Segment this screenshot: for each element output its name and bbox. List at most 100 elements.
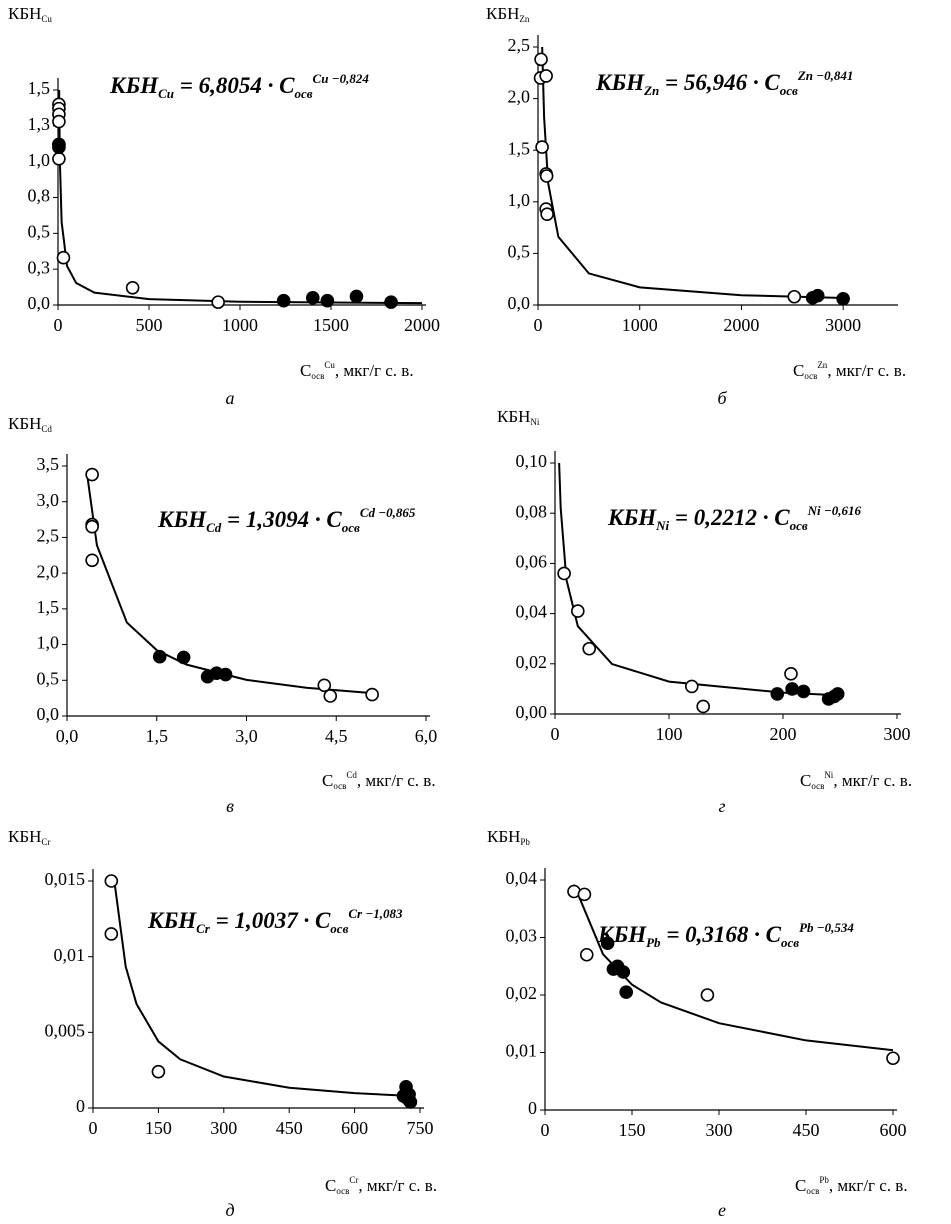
x-tick-label: 1000 — [222, 315, 258, 335]
y-tick-label: 1,5 — [508, 138, 531, 158]
point — [582, 641, 597, 656]
point — [600, 936, 615, 951]
point — [616, 965, 631, 979]
equation-part: КБН — [157, 507, 207, 532]
point — [402, 1087, 416, 1102]
x-axis-label-part: C — [795, 1176, 806, 1195]
point — [349, 289, 364, 304]
y-axis-label-part: Zn — [519, 14, 529, 24]
point — [577, 887, 592, 902]
x-axis-label: CосвCu, мкг/г с. в. — [300, 360, 414, 381]
x-axis-label: CосвNi, мкг/г с. в. — [800, 770, 912, 791]
y-tick-label: 3,5 — [37, 454, 60, 474]
x-axis-label-part: осв — [333, 781, 346, 791]
y-axis-label-part: КБН — [486, 4, 519, 23]
equation-part: Cu — [313, 71, 329, 86]
equation-part: −0,534 — [814, 920, 855, 935]
x-tick-label: 0 — [534, 315, 543, 335]
point — [305, 291, 320, 305]
panel-label: г — [718, 796, 725, 816]
y-axis-label: КБНZn — [486, 4, 530, 24]
point — [570, 604, 585, 618]
x-axis-label-part: осв — [336, 1186, 349, 1196]
point — [539, 169, 554, 183]
equation-part: Cr — [348, 906, 363, 921]
point — [696, 699, 711, 714]
point — [784, 667, 798, 681]
x-axis-label: CосвZn, мкг/г с. в. — [793, 360, 906, 381]
x-axis-label: CосвCd, мкг/г с. в. — [322, 770, 436, 791]
y-tick-label: 0,015 — [45, 869, 86, 889]
y-axis-label-part: Cd — [41, 424, 52, 434]
x-axis-label-part: C — [325, 1176, 336, 1195]
equation-part: = 6,8054 · C — [174, 73, 295, 98]
equation: КБНPb = 0,3168 · CосвPb −0,534 — [597, 920, 854, 950]
point — [52, 140, 66, 155]
y-axis-label: КБНCr — [8, 827, 50, 847]
y-tick-label: 0,03 — [506, 926, 538, 946]
point — [151, 1064, 166, 1079]
panel-label: а — [226, 388, 235, 408]
y-axis-label-part: КБН — [8, 4, 41, 23]
point — [384, 295, 398, 309]
equation-part: −1,083 — [362, 906, 403, 921]
equation-part: = 1,0037 · C — [210, 908, 331, 933]
x-axis-label-part: C — [800, 771, 811, 790]
x-axis-label-part: , мкг/г с. в. — [357, 771, 436, 790]
y-tick-label: 0,04 — [506, 868, 538, 888]
x-axis-label-part: C — [322, 771, 333, 790]
point — [56, 250, 71, 265]
point — [365, 687, 379, 702]
y-tick-label: 0,5 — [37, 668, 60, 688]
y-axis-label-part: Cu — [41, 14, 52, 24]
y-axis-label: КБНNi — [497, 407, 540, 427]
equation-part: = 1,3094 · C — [221, 507, 342, 532]
x-tick-label: 1500 — [313, 315, 349, 335]
y-tick-label: 0 — [76, 1096, 85, 1116]
x-tick-label: 1000 — [622, 315, 658, 335]
x-axis-label-part: Cr — [349, 1175, 358, 1185]
x-axis-label-part: C — [793, 361, 804, 380]
y-tick-label: 0,01 — [54, 945, 86, 965]
equation: КБНCd = 1,3094 · CосвCd −0,865 — [157, 505, 416, 535]
x-tick-label: 150 — [619, 1120, 646, 1140]
equation-part: −0,841 — [813, 68, 853, 83]
y-tick-label: 0,0 — [37, 704, 60, 724]
point — [770, 687, 785, 701]
x-tick-label: 450 — [276, 1118, 303, 1138]
point — [176, 650, 191, 665]
fit-curve — [541, 46, 844, 299]
x-tick-label: 3,0 — [235, 726, 258, 746]
point — [540, 207, 554, 221]
equation-part: Ni — [807, 503, 821, 518]
equation-part: осв — [294, 86, 312, 101]
y-axis-label-part: Ni — [530, 417, 539, 427]
point — [810, 288, 825, 303]
equation: КБНCu = 6,8054 · CосвCu −0,824 — [109, 71, 369, 101]
equation-part: осв — [342, 520, 360, 535]
point — [317, 678, 332, 693]
equation-part: Cu — [158, 86, 174, 101]
equation-part: Ni — [655, 518, 669, 533]
equation-part: осв — [780, 83, 798, 98]
point — [836, 292, 850, 306]
y-tick-label: 2,5 — [37, 526, 60, 546]
x-axis-label-part: Cu — [324, 360, 335, 370]
y-axis-label-part: КБН — [487, 827, 520, 846]
equation-part: осв — [330, 921, 348, 936]
y-tick-label: 0,06 — [516, 552, 548, 572]
y-axis-label: КБНCu — [8, 4, 52, 24]
point — [886, 1051, 900, 1066]
point — [539, 69, 553, 83]
y-tick-label: 0,8 — [28, 186, 51, 206]
y-tick-label: 1,5 — [28, 78, 51, 98]
x-axis-label-part: , мкг/г с. в. — [335, 361, 414, 380]
y-tick-label: 0,5 — [28, 221, 51, 241]
x-axis-label-part: C — [300, 361, 311, 380]
fit-curve — [112, 877, 407, 1097]
point — [85, 467, 99, 482]
x-tick-label: 6,0 — [415, 726, 438, 746]
point — [579, 947, 594, 962]
x-tick-label: 600 — [341, 1118, 368, 1138]
